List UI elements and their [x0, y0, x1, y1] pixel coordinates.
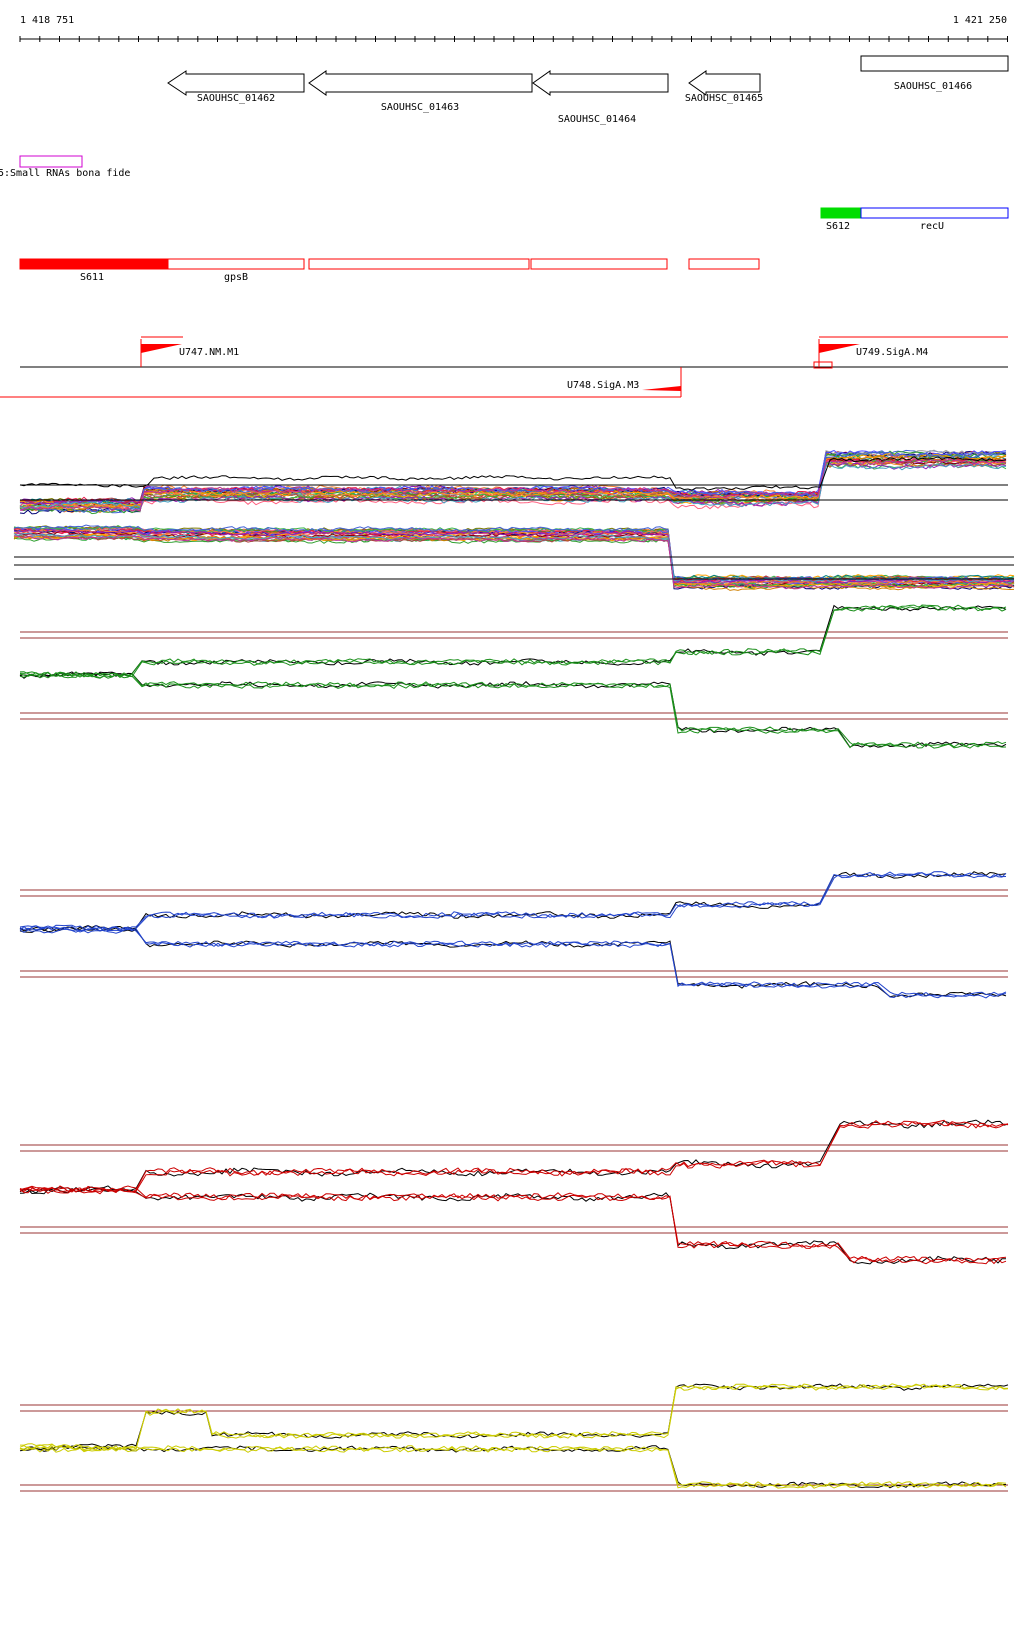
expression-profile-forward — [19, 871, 1007, 932]
promoter-track: U747.NM.M1 U749.SigA.M4 U748.SigA.M3 — [0, 336, 1008, 398]
feature-track: S612 recU S611 gpsB — [19, 207, 1009, 283]
feature-label: recU — [920, 221, 944, 232]
small-rna-track: 5:Small RNAs bona fide — [0, 155, 130, 179]
small-rna-track-label: 5:Small RNAs bona fide — [0, 168, 130, 179]
expression-panel-green — [19, 604, 1008, 749]
expression-profile-forward — [19, 871, 1007, 932]
overview-sample-line — [13, 528, 1014, 584]
feature-s612[interactable] — [820, 207, 862, 219]
feature-box[interactable] — [308, 258, 530, 270]
overview-sample-line — [13, 534, 1015, 590]
expression-profile-reverse — [19, 1445, 1007, 1489]
expression-profile-reverse — [19, 926, 1007, 999]
overview-sample-line — [13, 532, 1015, 583]
gene-label: SAOUHSC_01463 — [381, 102, 459, 113]
expression-profile-reverse — [19, 671, 1007, 749]
expression-panel-yellow — [19, 1383, 1009, 1492]
gene-saouhsc-01464[interactable]: SAOUHSC_01464 — [532, 70, 669, 125]
small-rna-feature[interactable] — [19, 155, 83, 168]
gene-saouhsc-01462[interactable]: SAOUHSC_01462 — [167, 70, 305, 104]
promoter-u749[interactable]: U749.SigA.M4 — [813, 336, 1008, 369]
feature-label: gpsB — [224, 272, 248, 283]
expression-profile-forward — [19, 1120, 1009, 1193]
gene-saouhsc-01466[interactable]: SAOUHSC_01466 — [860, 55, 1009, 92]
feature-box[interactable] — [688, 258, 760, 270]
gene-label: SAOUHSC_01466 — [894, 81, 972, 92]
overview-sample-line — [19, 458, 1007, 512]
expression-profile-forward — [19, 1383, 1009, 1451]
expression-profile-forward — [19, 1383, 1009, 1451]
coordinate-ruler: 1 418 751 1 421 250 — [19, 15, 1008, 42]
gene-track: SAOUHSC_01462 SAOUHSC_01463 SAOUHSC_0146… — [167, 55, 1009, 125]
promoter-label: U747.NM.M1 — [179, 347, 239, 358]
expression-profile-forward — [19, 871, 1007, 932]
feature-box[interactable] — [530, 258, 668, 270]
expression-profile-reverse — [19, 926, 1007, 998]
expression-profile-reverse — [19, 926, 1007, 999]
promoter-label: U749.SigA.M4 — [856, 347, 928, 358]
promoter-u748[interactable]: U748.SigA.M3 — [0, 367, 682, 398]
expression-profile-reverse — [19, 1185, 1007, 1265]
gene-label: SAOUHSC_01464 — [558, 114, 636, 125]
promoter-label: U748.SigA.M3 — [567, 380, 639, 391]
ruler-ticks — [19, 36, 1008, 42]
ruler-end-label: 1 421 250 — [953, 15, 1007, 26]
expression-profile-forward — [19, 604, 1007, 679]
ruler-start-label: 1 418 751 — [20, 15, 74, 26]
expression-profile-forward — [19, 1119, 1009, 1195]
gene-saouhsc-01463[interactable]: SAOUHSC_01463 — [308, 70, 533, 113]
feature-label: S612 — [826, 221, 850, 232]
feature-s611[interactable] — [19, 258, 169, 270]
promoter-u747[interactable]: U747.NM.M1 — [140, 336, 239, 367]
expression-profile-forward — [19, 604, 1007, 679]
expression-profile-forward — [20, 1383, 1009, 1451]
expression-profile-reverse — [19, 1445, 1007, 1489]
overview-sample-lines — [13, 449, 1015, 591]
overview-sample-line — [19, 451, 1007, 513]
expression-profile-reverse — [19, 1186, 1006, 1265]
expression-panel-blue — [19, 871, 1008, 999]
overview-sample-line — [19, 456, 1007, 491]
expression-profile-forward — [19, 604, 1007, 679]
expression-panel-red — [19, 1119, 1009, 1265]
feature-label: S611 — [80, 272, 104, 283]
expression-overview — [13, 449, 1015, 591]
gene-label: SAOUHSC_01465 — [685, 93, 763, 104]
feature-recu[interactable] — [860, 207, 1009, 219]
expression-profile-reverse — [19, 672, 1007, 749]
feature-gpsb[interactable] — [167, 258, 305, 270]
overview-sample-line — [19, 463, 1007, 509]
gene-saouhsc-01465[interactable]: SAOUHSC_01465 — [685, 70, 763, 104]
expression-profile-forward — [19, 1119, 1009, 1194]
gene-label: SAOUHSC_01462 — [197, 93, 275, 104]
expression-profile-reverse — [19, 1445, 1007, 1489]
